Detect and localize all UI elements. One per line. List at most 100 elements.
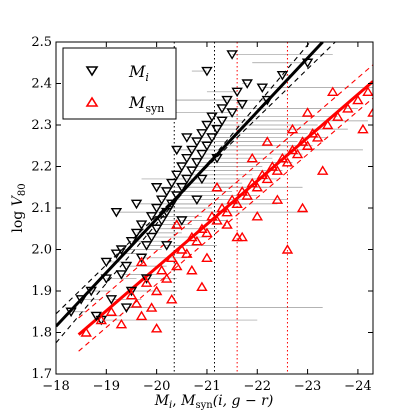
data-point-m-i bbox=[110, 249, 123, 260]
data-point-m-i bbox=[236, 100, 248, 110]
data-point-m-syn bbox=[256, 169, 269, 179]
data-point-m-syn bbox=[246, 177, 258, 188]
data-point-m-syn bbox=[271, 194, 284, 204]
data-point-m-syn bbox=[281, 156, 294, 167]
data-point-m-i bbox=[226, 50, 238, 60]
data-point-m-i bbox=[140, 241, 153, 251]
data-point-m-i bbox=[201, 120, 213, 131]
data-point-m-i bbox=[160, 207, 173, 218]
data-point-m-syn bbox=[145, 302, 158, 312]
data-point-m-syn bbox=[291, 148, 304, 159]
y-tick-label: 2.0 bbox=[31, 243, 52, 258]
data-point-m-i bbox=[150, 183, 163, 193]
data-point-m-i bbox=[160, 241, 173, 251]
data-point-m-syn bbox=[301, 140, 314, 150]
fit-line bbox=[56, 42, 336, 315]
axis-ticks: −18 −19 −20 −21 −22 −23 −24 1.7 1.8 1.9 2.0 2.1 2.2 2… bbox=[31, 35, 373, 394]
data-point-m-syn bbox=[196, 223, 208, 233]
data-point-m-syn bbox=[296, 202, 309, 213]
legend: Mi Msyn bbox=[62, 47, 177, 120]
data-point-m-syn bbox=[206, 210, 218, 221]
data-point-m-syn bbox=[150, 285, 163, 296]
data-point-m-syn bbox=[216, 202, 228, 213]
legend-marker-m-i bbox=[85, 66, 99, 77]
data-point-m-i bbox=[105, 295, 118, 305]
data-point-m-i bbox=[201, 141, 213, 152]
data-point-m-i bbox=[85, 286, 97, 297]
data-point-m-i bbox=[216, 116, 228, 127]
data-point-m-syn bbox=[171, 219, 183, 229]
data-point-m-i bbox=[186, 166, 198, 177]
data-point-m-i bbox=[155, 216, 168, 226]
data-point-m-i bbox=[196, 174, 208, 185]
fit-line bbox=[56, 42, 311, 344]
data-point-m-i bbox=[176, 162, 188, 172]
data-point-m-i bbox=[171, 170, 183, 181]
data-point-m-syn bbox=[125, 289, 138, 300]
data-point-m-i bbox=[196, 129, 208, 139]
y-tick-label: 2.5 bbox=[31, 35, 52, 50]
data-point-m-syn bbox=[306, 127, 319, 138]
y-tick-label: 1.8 bbox=[31, 326, 52, 341]
data-point-m-i bbox=[276, 71, 289, 81]
data-point-m-syn bbox=[155, 264, 168, 275]
data-point-m-syn bbox=[342, 103, 354, 113]
data-point-m-syn bbox=[246, 152, 258, 163]
data-point-m-i bbox=[75, 295, 87, 305]
data-point-m-syn bbox=[327, 86, 339, 96]
data-point-m-i bbox=[301, 58, 314, 69]
data-point-m-i bbox=[130, 228, 143, 239]
y-tick-label: 1.7 bbox=[31, 367, 52, 382]
data-point-m-syn bbox=[201, 227, 213, 238]
data-point-m-i bbox=[140, 274, 153, 284]
data-point-m-syn bbox=[316, 165, 329, 175]
data-point-m-i bbox=[191, 158, 203, 168]
x-tick-label: −21 bbox=[193, 379, 220, 394]
data-point-m-syn bbox=[251, 210, 264, 221]
data-point-m-syn bbox=[211, 181, 223, 192]
data-point-m-syn bbox=[362, 86, 373, 96]
data-point-m-i bbox=[160, 187, 173, 197]
y-tick-label: 1.9 bbox=[31, 284, 52, 299]
legend-box bbox=[62, 47, 177, 120]
data-point-m-syn bbox=[321, 119, 334, 130]
x-axis-label: Mi, Msyn(i, g − r) bbox=[154, 393, 274, 411]
data-point-m-syn bbox=[266, 161, 279, 171]
data-point-m-syn bbox=[135, 256, 148, 267]
data-point-m-syn bbox=[251, 181, 264, 192]
data-point-m-i bbox=[155, 195, 168, 206]
data-point-m-i bbox=[165, 199, 178, 210]
data-point-m-syn bbox=[276, 152, 289, 163]
data-point-m-i bbox=[65, 307, 77, 318]
data-point-m-i bbox=[256, 83, 269, 94]
data-point-m-syn bbox=[261, 136, 274, 146]
data-point-m-syn bbox=[296, 136, 309, 146]
data-point-m-i bbox=[100, 257, 113, 268]
data-point-m-i bbox=[150, 224, 163, 235]
data-point-m-i bbox=[165, 178, 178, 189]
data-point-m-syn bbox=[311, 132, 324, 142]
data-point-m-i bbox=[206, 112, 218, 123]
data-point-m-i bbox=[100, 274, 113, 284]
data-point-m-syn bbox=[261, 173, 274, 184]
data-point-m-syn bbox=[80, 327, 92, 337]
data-point-m-syn bbox=[201, 252, 213, 262]
data-point-m-i bbox=[186, 145, 198, 156]
y-tick-label: 2.1 bbox=[31, 201, 52, 216]
data-point-m-i bbox=[201, 66, 213, 77]
data-point-m-syn bbox=[286, 123, 299, 134]
data-point-m-i bbox=[171, 191, 183, 201]
data-point-m-syn bbox=[231, 198, 243, 209]
data-point-m-syn bbox=[181, 248, 193, 258]
reference-lines bbox=[173, 42, 288, 374]
data-point-m-i bbox=[145, 232, 158, 243]
y-tick-label: 2.2 bbox=[31, 160, 52, 175]
data-point-m-i bbox=[135, 253, 148, 264]
fit-line bbox=[56, 42, 324, 328]
data-point-m-i bbox=[110, 207, 123, 218]
data-point-m-syn bbox=[281, 244, 294, 254]
data-point-m-i bbox=[231, 87, 243, 98]
data-point-m-syn bbox=[236, 186, 248, 196]
data-point-m-syn bbox=[332, 111, 344, 121]
